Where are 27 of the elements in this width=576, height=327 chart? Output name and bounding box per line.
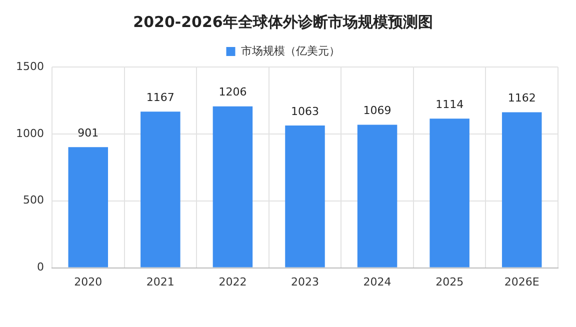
data-label: 901 [78, 126, 99, 140]
bar [430, 118, 470, 268]
x-tick-label: 2022 [218, 275, 247, 288]
y-tick-label: 500 [22, 194, 44, 207]
bar [68, 147, 108, 268]
data-label: 1162 [508, 92, 536, 105]
y-tick-label: 1500 [16, 60, 44, 73]
data-label: 1069 [363, 104, 392, 118]
bar [285, 126, 325, 268]
data-label: 1063 [290, 104, 319, 118]
x-tick-label: 2025 [436, 275, 464, 288]
x-tick-label: 2023 [290, 275, 319, 288]
data-label: 1206 [218, 86, 247, 99]
bar [212, 106, 253, 268]
y-tick-label: 0 [36, 260, 44, 274]
x-tick-label: 2024 [363, 275, 392, 288]
x-tick-label: 2021 [146, 275, 174, 288]
y-tick-label: 1000 [16, 126, 44, 140]
chart-title: 2020-2026年全球体外诊断市场规模预测图 [133, 12, 433, 31]
bar [357, 124, 398, 268]
legend-label: 市场规模（亿美元） [240, 44, 340, 58]
x-tick-label: 2020 [74, 275, 102, 288]
bar [140, 112, 180, 268]
data-label: 1114 [436, 98, 464, 112]
data-label: 1167 [146, 90, 174, 104]
x-tick-label: 2026E [504, 275, 540, 288]
bar [502, 112, 542, 268]
